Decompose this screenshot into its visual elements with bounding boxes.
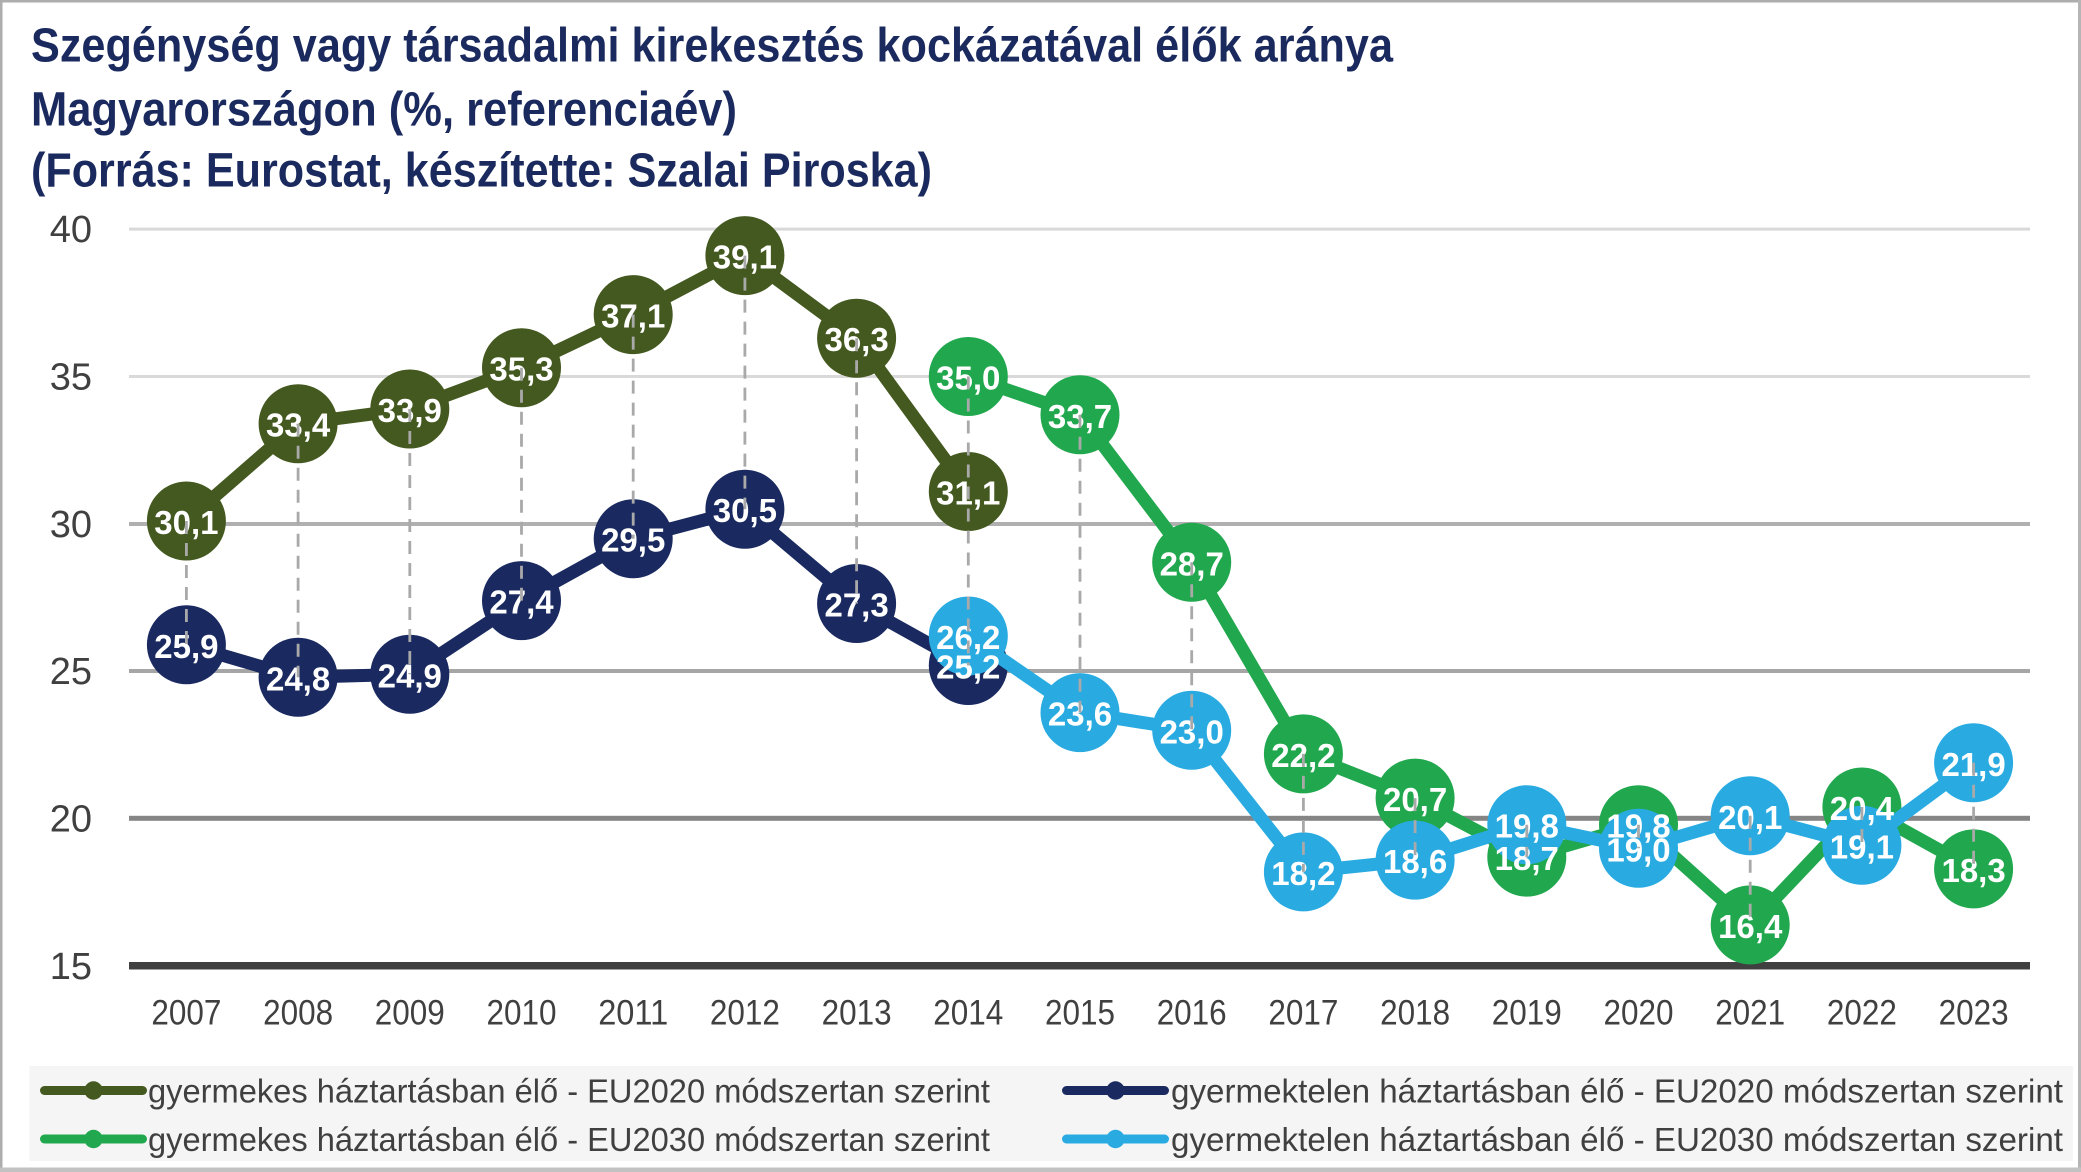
svg-text:2022: 2022 bbox=[1827, 993, 1897, 1032]
svg-text:2019: 2019 bbox=[1492, 993, 1562, 1032]
svg-text:2009: 2009 bbox=[375, 993, 445, 1032]
svg-text:2014: 2014 bbox=[933, 993, 1003, 1032]
svg-text:Szegénység vagy társadalmi kir: Szegénység vagy társadalmi kirekesztés k… bbox=[31, 20, 1393, 73]
svg-text:2017: 2017 bbox=[1268, 993, 1338, 1032]
svg-text:2021: 2021 bbox=[1715, 993, 1785, 1032]
svg-text:2018: 2018 bbox=[1380, 993, 1450, 1032]
svg-text:30: 30 bbox=[50, 504, 92, 546]
svg-text:2012: 2012 bbox=[710, 993, 780, 1032]
svg-text:Magyarországon (%, referenciaé: Magyarországon (%, referenciaév) bbox=[31, 84, 737, 137]
svg-text:2008: 2008 bbox=[263, 993, 333, 1032]
svg-text:25,2: 25,2 bbox=[936, 649, 1000, 686]
svg-text:2011: 2011 bbox=[598, 993, 668, 1032]
svg-text:2020: 2020 bbox=[1604, 993, 1674, 1032]
svg-text:15: 15 bbox=[50, 946, 92, 988]
svg-text:2010: 2010 bbox=[487, 993, 557, 1032]
svg-text:(Forrás: Eurostat, készítette:: (Forrás: Eurostat, készítette: Szalai Pi… bbox=[31, 145, 932, 198]
svg-text:gyermektelen háztartásban élő: gyermektelen háztartásban élő - EU2030 m… bbox=[1171, 1121, 2063, 1158]
svg-text:gyermekes háztartásban élő - E: gyermekes háztartásban élő - EU2020 móds… bbox=[148, 1073, 990, 1110]
svg-text:18,2: 18,2 bbox=[1271, 855, 1335, 892]
svg-text:29,5: 29,5 bbox=[601, 522, 665, 559]
svg-text:2007: 2007 bbox=[151, 993, 221, 1032]
svg-text:20: 20 bbox=[50, 798, 92, 840]
svg-text:2013: 2013 bbox=[822, 993, 892, 1032]
svg-text:2016: 2016 bbox=[1157, 993, 1227, 1032]
svg-text:gyermekes háztartásban élő - E: gyermekes háztartásban élő - EU2030 móds… bbox=[148, 1121, 990, 1158]
svg-text:2023: 2023 bbox=[1939, 993, 2009, 1032]
svg-text:2015: 2015 bbox=[1045, 993, 1115, 1032]
svg-text:40: 40 bbox=[50, 209, 92, 251]
svg-text:18,7: 18,7 bbox=[1495, 840, 1559, 877]
svg-text:25: 25 bbox=[50, 651, 92, 693]
svg-text:gyermektelen háztartásban élő: gyermektelen háztartásban élő - EU2020 m… bbox=[1171, 1073, 2063, 1110]
svg-text:35: 35 bbox=[50, 357, 92, 399]
